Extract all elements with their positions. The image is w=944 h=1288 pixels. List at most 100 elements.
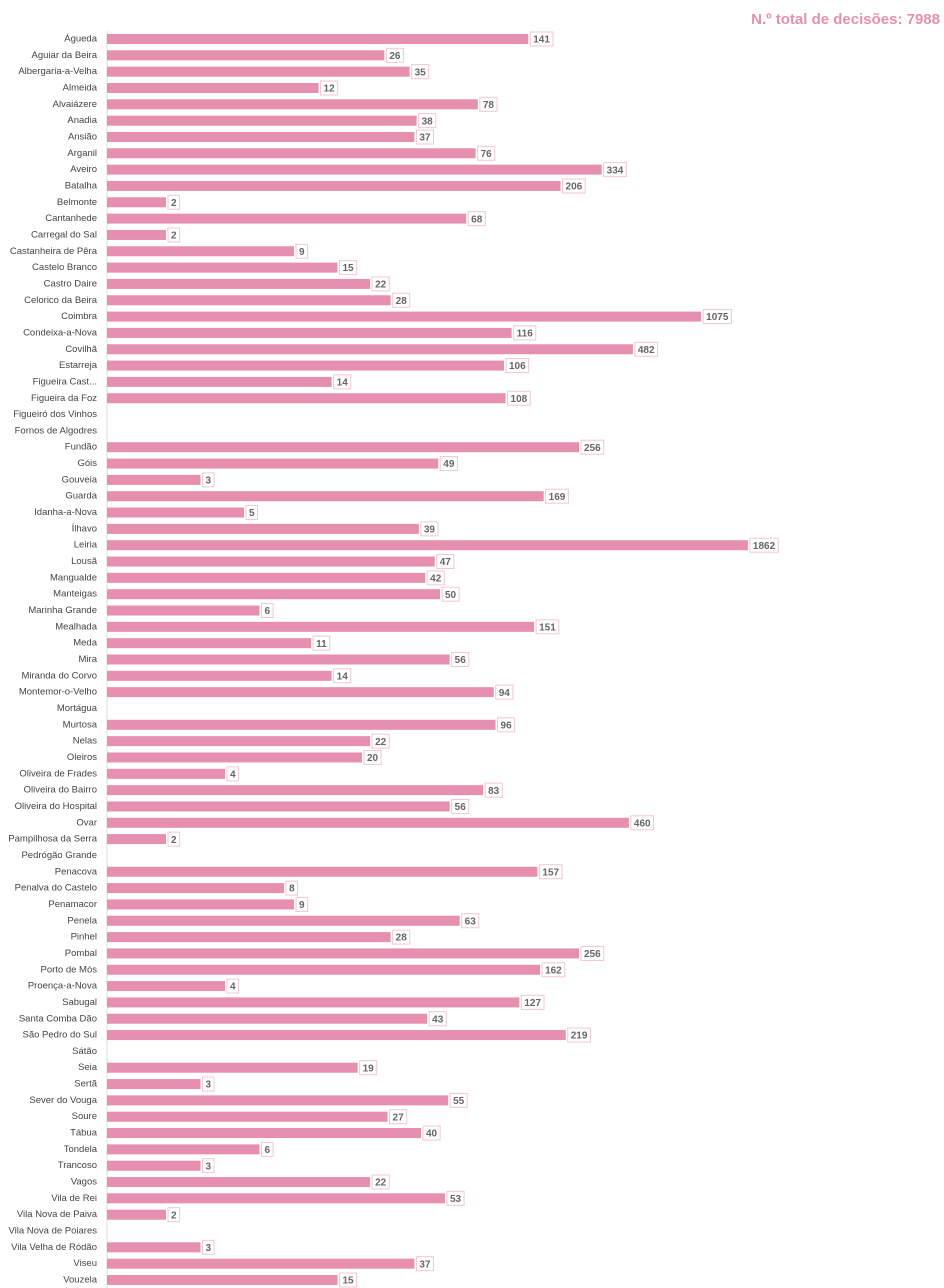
value-label: 37 [419, 1259, 431, 1270]
bar [107, 1275, 338, 1285]
category-label: Oleiros [67, 752, 97, 763]
category-label: Meda [73, 638, 97, 649]
category-label: Guarda [65, 491, 97, 502]
bar [107, 589, 440, 600]
category-label: Pombal [65, 948, 97, 959]
category-label: Cantanhede [45, 213, 97, 224]
category-label: Covilhã [65, 344, 97, 355]
category-label: Mira [79, 654, 98, 665]
value-label-box [371, 276, 390, 292]
value-label: 26 [389, 51, 401, 62]
value-label: 43 [432, 1014, 444, 1025]
bar [107, 1258, 415, 1269]
value-label-box [467, 211, 486, 227]
value-label: 108 [511, 394, 528, 405]
value-label-box [339, 260, 358, 276]
value-label: 50 [445, 590, 457, 601]
value-label: 2 [171, 198, 177, 209]
bar [107, 99, 478, 110]
category-label: Sabugal [62, 997, 97, 1008]
bar [107, 1062, 358, 1073]
value-label: 40 [426, 1129, 438, 1140]
value-label: 256 [584, 443, 601, 454]
category-label: Vagos [71, 1177, 97, 1188]
value-label-box [541, 962, 566, 978]
value-label-box [333, 668, 352, 684]
value-label-box [261, 1141, 274, 1157]
value-label: 157 [542, 867, 559, 878]
value-label-box [545, 488, 569, 504]
category-label: Arganil [67, 148, 97, 159]
value-label-box [261, 603, 274, 619]
value-label: 219 [571, 1031, 588, 1042]
category-label: Manteigas [53, 589, 97, 600]
value-label: 83 [488, 786, 500, 797]
bar [107, 1030, 566, 1041]
bar [107, 1013, 428, 1024]
category-label: Celorico da Beira [24, 295, 98, 306]
bar [107, 1177, 371, 1188]
value-label-box [285, 880, 299, 896]
bar [107, 393, 506, 404]
value-label: 11 [316, 639, 327, 650]
value-label: 56 [455, 655, 467, 666]
value-label: 3 [206, 476, 212, 487]
value-label: 49 [443, 459, 455, 470]
bar [107, 474, 201, 485]
value-label-box [167, 227, 181, 243]
value-label-box [392, 292, 411, 308]
value-label-box [580, 945, 605, 961]
value-label: 35 [415, 67, 427, 78]
value-label: 169 [549, 492, 566, 503]
value-label-box [567, 1027, 591, 1043]
value-label: 22 [375, 737, 387, 748]
bar [107, 213, 467, 224]
value-label: 14 [337, 671, 349, 682]
value-label: 53 [450, 1194, 462, 1205]
value-label-box [371, 1174, 390, 1190]
category-label: Vila Nova de Paiva [17, 1209, 98, 1220]
category-label: Oliveira de Frades [19, 768, 97, 779]
bar [107, 621, 535, 632]
value-label: 12 [324, 84, 336, 95]
category-label: Viseu [73, 1258, 97, 1269]
value-label: 206 [566, 182, 583, 193]
bar [107, 197, 167, 208]
bar [107, 1128, 422, 1139]
category-label: Ansião [68, 131, 97, 142]
value-label-box [451, 798, 470, 814]
value-label-box [226, 766, 240, 782]
category-label: Murtosa [63, 719, 98, 730]
value-label: 162 [545, 965, 562, 976]
bar [107, 556, 435, 567]
category-label: Vila Nova de Poiares [8, 1226, 97, 1237]
category-label: Sátão [72, 1046, 97, 1057]
value-label-box [529, 31, 554, 47]
value-label: 20 [367, 753, 379, 764]
value-label: 127 [524, 998, 541, 1009]
value-label-box [749, 537, 779, 553]
value-label: 28 [396, 296, 408, 307]
category-label: Oliveira do Bairro [24, 785, 97, 796]
category-label: Figueiró dos Vinhos [13, 409, 97, 420]
value-label-box [630, 815, 655, 831]
category-label: Sever do Vouga [29, 1095, 97, 1106]
bar [107, 82, 319, 93]
value-label-box [226, 978, 240, 994]
value-label-box [320, 80, 339, 96]
bar [107, 719, 496, 730]
value-label-box [562, 178, 586, 194]
category-label: Aveiro [70, 164, 97, 175]
bar [107, 866, 538, 877]
category-label: Alvaiázere [53, 99, 97, 110]
value-label: 151 [539, 622, 556, 633]
value-label-box [461, 913, 480, 929]
category-label: Marinha Grande [28, 605, 97, 616]
value-label: 27 [393, 1112, 405, 1123]
value-label-box [202, 1239, 215, 1255]
category-label: Santa Comba Dão [19, 1013, 97, 1024]
value-label: 256 [584, 949, 601, 960]
value-label-box [389, 1109, 408, 1125]
value-label: 78 [483, 100, 495, 111]
value-label-box [520, 994, 545, 1010]
